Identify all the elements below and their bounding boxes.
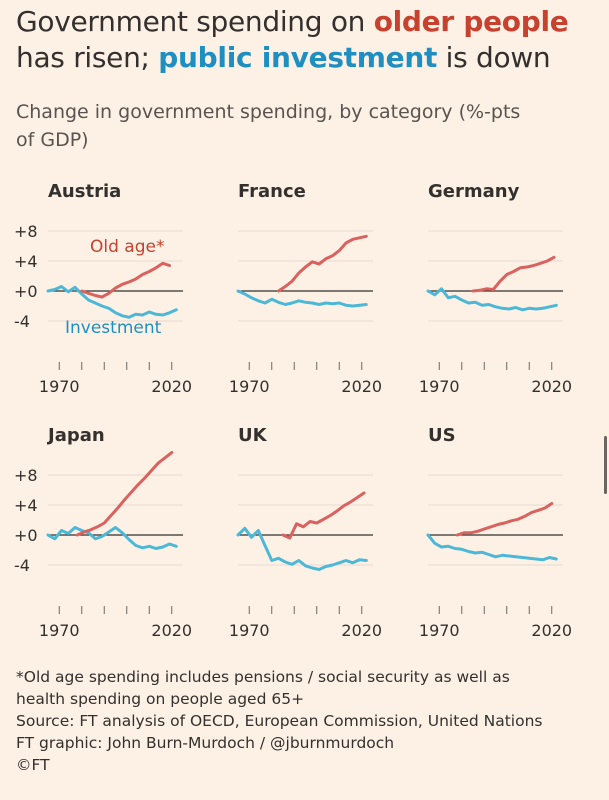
old-age-line <box>471 255 556 293</box>
footnotes: *Old age spending includes pensions / so… <box>16 666 606 776</box>
x-tick-label: 2020 <box>151 377 192 396</box>
panel-uk: UK 1970 2020 <box>229 425 382 640</box>
old-age-line <box>455 502 554 537</box>
y-tick-label: +0 <box>14 526 38 545</box>
scrollbar-thumb[interactable] <box>604 436 607 494</box>
x-tick-label: 1970 <box>39 377 80 396</box>
subtitle-line1: Change in government spending, by catego… <box>16 101 521 123</box>
x-tick-label: 2020 <box>341 621 382 640</box>
x-tick-label: 1970 <box>229 621 270 640</box>
panel-title: UK <box>238 425 268 446</box>
investment-line <box>236 289 368 308</box>
old-age-series-label: Old age* <box>90 237 164 257</box>
investment-line <box>46 526 178 550</box>
y-tick-label: -4 <box>14 556 30 575</box>
title-part3: is down <box>437 41 551 74</box>
old-age-line <box>277 234 368 293</box>
investment-line <box>426 287 558 312</box>
investment-line <box>426 533 558 562</box>
y-tick-label: +4 <box>14 496 38 515</box>
x-tick-label: 1970 <box>39 621 80 640</box>
title-old-age: older people <box>373 5 569 38</box>
copyright-line: ©FT <box>16 756 50 774</box>
panel-title: US <box>428 425 456 446</box>
panel-japan: Japan +8 +4 +0 -4 1970 2020 <box>14 425 192 640</box>
panel-title: France <box>238 181 306 202</box>
small-multiples-chart: Austria +8 +4 +0 -4 1970 2020 Old age* Investmen… <box>14 181 572 640</box>
panel-us: US 1970 2020 <box>419 425 572 640</box>
panel-austria: Austria +8 +4 +0 -4 1970 2020 Old age* Investmen… <box>14 181 192 396</box>
y-tick-label: -4 <box>14 312 30 331</box>
panel-title: Japan <box>46 425 105 446</box>
credit-line: FT graphic: John Burn-Murdoch / @jburnmu… <box>16 734 395 752</box>
x-tick-label: 1970 <box>229 377 270 396</box>
title-investment: public investment <box>158 41 438 74</box>
subtitle-line2: of GDP) <box>16 129 89 151</box>
x-tick-label: 2020 <box>151 621 192 640</box>
chart-title: Government spending on older people has … <box>16 4 601 76</box>
title-part1: Government spending on <box>16 5 374 38</box>
old-age-line <box>80 261 171 299</box>
old-age-line <box>75 451 174 537</box>
x-tick-label: 1970 <box>419 621 460 640</box>
y-tick-label: +0 <box>14 282 38 301</box>
x-tick-label: 2020 <box>531 621 572 640</box>
title-part2: has risen; <box>16 41 159 74</box>
chart-subtitle: Change in government spending, by catego… <box>16 98 601 154</box>
investment-series-label: Investment <box>65 318 162 338</box>
x-tick-label: 2020 <box>341 377 382 396</box>
panel-title: Germany <box>428 181 520 202</box>
investment-line <box>46 285 178 319</box>
y-tick-label: +4 <box>14 252 38 271</box>
y-tick-label: +8 <box>14 466 38 485</box>
investment-line <box>236 526 368 571</box>
x-tick-label: 2020 <box>531 377 572 396</box>
footnote-line2: health spending on people aged 65+ <box>16 690 305 708</box>
x-tick-label: 1970 <box>419 377 460 396</box>
panel-title: Austria <box>48 181 121 202</box>
y-tick-label: +8 <box>14 222 38 241</box>
panel-germany: Germany 1970 2020 <box>419 181 572 396</box>
panel-france: France 1970 2020 <box>229 181 382 396</box>
old-age-line <box>281 491 366 540</box>
footnote-line1: *Old age spending includes pensions / so… <box>16 668 510 686</box>
source-line: Source: FT analysis of OECD, European Co… <box>16 712 543 730</box>
